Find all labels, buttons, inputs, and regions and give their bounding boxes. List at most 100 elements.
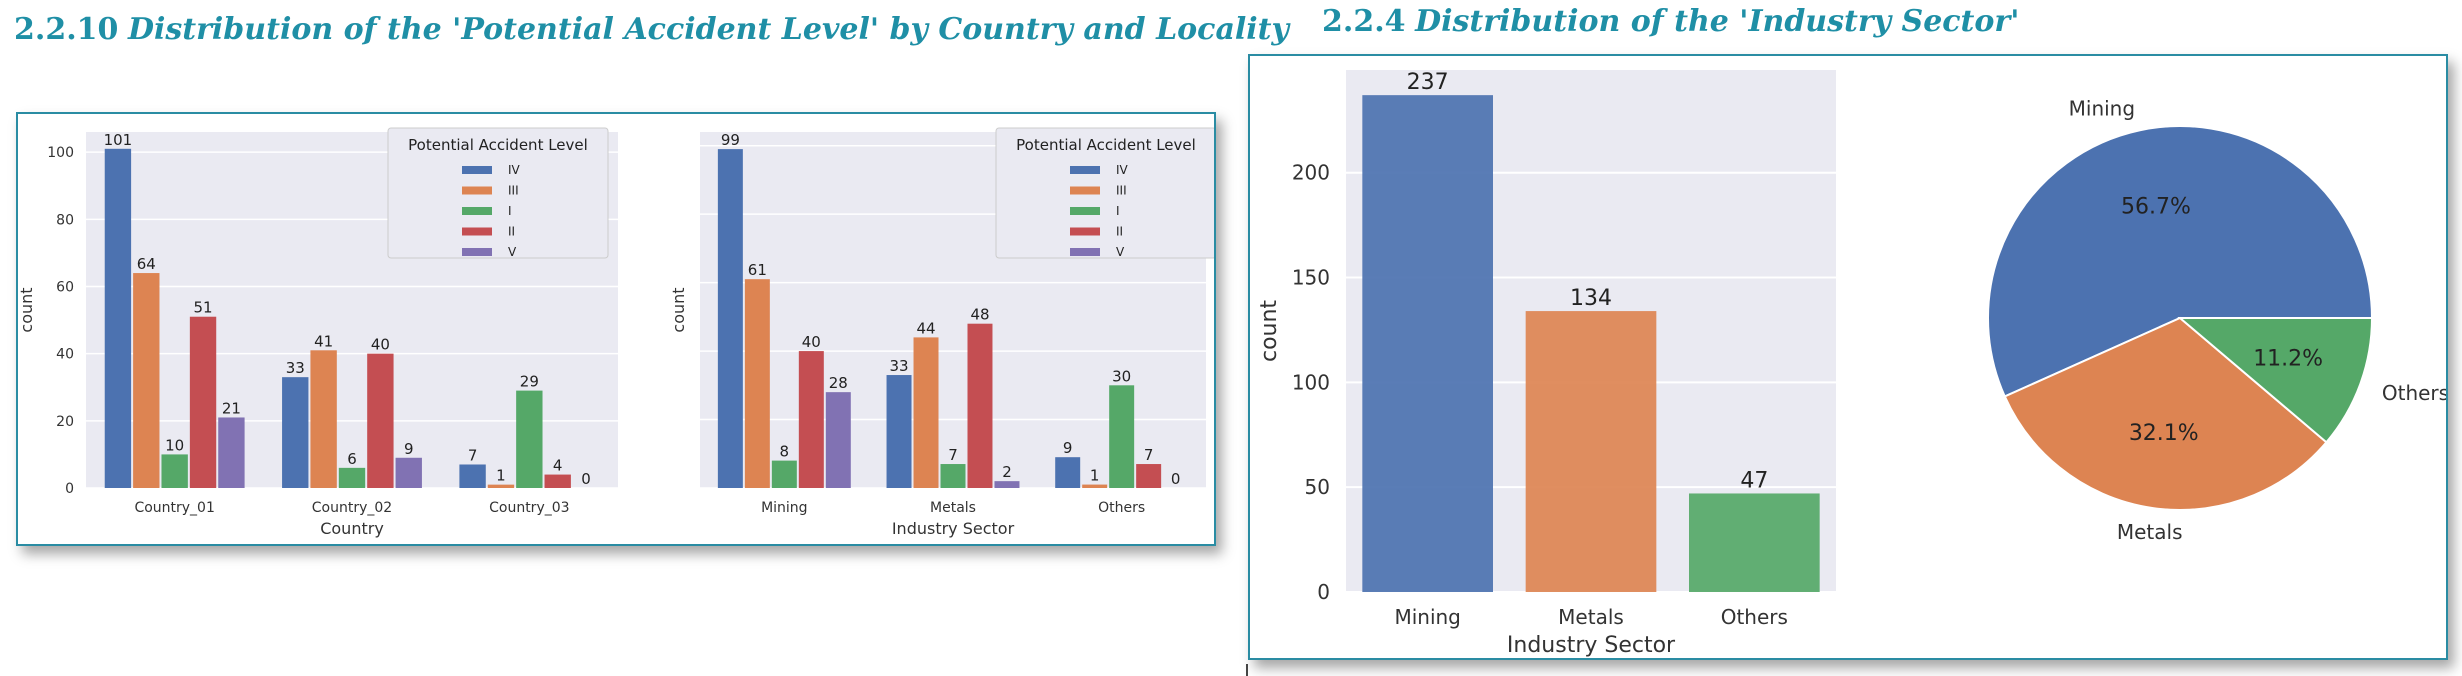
- legend-swatch: [1070, 248, 1100, 256]
- pie-percent-label: 32.1%: [2129, 421, 2199, 446]
- bar: [940, 464, 966, 488]
- bar-value-label: 7: [468, 446, 478, 464]
- bar-value-label: 51: [193, 299, 212, 317]
- x-tick-label: Mining: [1394, 605, 1460, 629]
- legend-swatch: [462, 186, 492, 195]
- legend-entry: I: [508, 204, 512, 218]
- bar: [189, 316, 217, 488]
- y-tick-label: 150: [1292, 266, 1330, 290]
- y-axis-label: count: [1257, 300, 1282, 362]
- bar-value-label: 44: [916, 319, 935, 337]
- bar: [338, 467, 366, 488]
- y-tick-label: 40: [56, 347, 74, 363]
- bar: [994, 481, 1020, 488]
- legend-entry: I: [1116, 204, 1120, 218]
- bar-value-label: 7: [948, 446, 958, 464]
- x-tick-label: Country_01: [134, 500, 214, 516]
- section-title: Distribution of the 'Industry Sector': [1415, 4, 2020, 39]
- y-tick-label: 100: [47, 145, 74, 161]
- bar: [282, 377, 309, 488]
- x-tick-label: Country_02: [312, 500, 392, 516]
- x-axis-label: Industry Sector: [1507, 633, 1676, 658]
- pie-category-label: Metals: [2117, 520, 2183, 544]
- section-title: Distribution of the 'Potential Accident …: [127, 12, 1289, 47]
- industry-sector-charts: 0 50 100 150 200 count 237 Mining 134 Metals 47 Oth…: [1257, 70, 2449, 658]
- bar: [1689, 493, 1820, 592]
- bar-value-label: 40: [371, 336, 390, 354]
- x-tick-label: Others: [1098, 500, 1145, 516]
- bar: [825, 392, 851, 488]
- bar: [133, 273, 160, 488]
- legend-swatch: [462, 248, 492, 256]
- bar: [516, 390, 543, 488]
- industry-sector-panel: 0 50 100 150 200 count 237 Mining 134 Metals 47 Oth…: [1248, 54, 2449, 660]
- bar-value-label: 0: [1171, 470, 1181, 488]
- accident-level-panel: 0 20 40 60 80 100 count 101 64 10 51 21 Country_01 33…: [16, 112, 1217, 546]
- bar: [218, 417, 245, 488]
- bar-value-label: 7: [1144, 446, 1154, 464]
- legend-entry: III: [508, 184, 519, 198]
- bar: [717, 149, 743, 488]
- legend-entry: V: [508, 245, 517, 259]
- bar-value-label: 28: [829, 374, 848, 392]
- legend-swatch: [462, 207, 492, 215]
- bar-value-label: 9: [404, 440, 414, 458]
- pie-percent-label: 56.7%: [2121, 194, 2191, 219]
- bar-value-label: 61: [748, 261, 767, 279]
- x-tick-label: Metals: [1558, 605, 1624, 629]
- y-tick-label: 80: [56, 212, 74, 228]
- bar-value-label: 6: [347, 450, 357, 468]
- pie-percent-label: 11.2%: [2253, 347, 2323, 372]
- y-tick-label: 60: [56, 279, 74, 295]
- bar: [798, 351, 824, 488]
- bar-value-label: 30: [1112, 367, 1131, 385]
- bar-value-label: 1: [496, 467, 506, 485]
- bar: [771, 460, 797, 488]
- bar-value-label: 2: [1002, 463, 1012, 481]
- bar: [1362, 95, 1493, 593]
- bar: [487, 484, 515, 488]
- x-tick-label: Country_03: [489, 500, 569, 516]
- bar: [1082, 484, 1108, 488]
- legend-entry: II: [1116, 225, 1123, 239]
- x-axis-label: Country: [320, 519, 384, 538]
- section-heading-accident-level: 2.2.10 Distribution of the 'Potential Ac…: [14, 12, 1289, 47]
- bar: [161, 454, 188, 488]
- legend-swatch: [462, 227, 492, 236]
- x-tick-label: Mining: [761, 500, 808, 516]
- x-tick-label: Metals: [930, 500, 976, 516]
- bar: [1109, 385, 1135, 488]
- y-axis-label: count: [18, 287, 36, 332]
- section-heading-industry-sector: 2.2.4 Distribution of the 'Industry Sect…: [1322, 4, 2019, 39]
- bar-value-label: 1: [1090, 467, 1100, 485]
- y-tick-label: 0: [65, 481, 74, 497]
- bar: [544, 474, 571, 488]
- section-number: 2.2.10: [14, 12, 119, 47]
- legend-box: [387, 127, 609, 259]
- legend-entry: II: [508, 225, 515, 239]
- legend-entry: III: [1116, 184, 1127, 198]
- bar: [913, 337, 939, 488]
- bar-value-label: 48: [970, 306, 989, 324]
- y-tick-label: 20: [56, 414, 74, 430]
- x-tick-label: Others: [1721, 605, 1788, 629]
- x-axis-label: Industry Sector: [892, 519, 1015, 538]
- bar-value-label: 33: [286, 359, 305, 377]
- legend-swatch: [1070, 227, 1100, 236]
- bar: [395, 457, 422, 488]
- bar-value-label: 41: [314, 332, 333, 350]
- bar-value-label: 0: [581, 470, 591, 488]
- y-tick-label: 0: [1317, 580, 1330, 604]
- bar-value-label: 237: [1407, 70, 1449, 95]
- y-tick-label: 100: [1292, 370, 1330, 394]
- legend-swatch: [1070, 166, 1100, 174]
- bar: [967, 323, 993, 488]
- y-axis-label: count: [669, 287, 688, 332]
- bar-value-label: 40: [802, 333, 821, 351]
- bar: [744, 279, 770, 488]
- bar: [1136, 464, 1162, 488]
- bar-value-label: 29: [520, 373, 539, 391]
- bar-value-label: 33: [889, 357, 908, 375]
- bar: [367, 353, 394, 488]
- bar-value-label: 4: [553, 457, 563, 475]
